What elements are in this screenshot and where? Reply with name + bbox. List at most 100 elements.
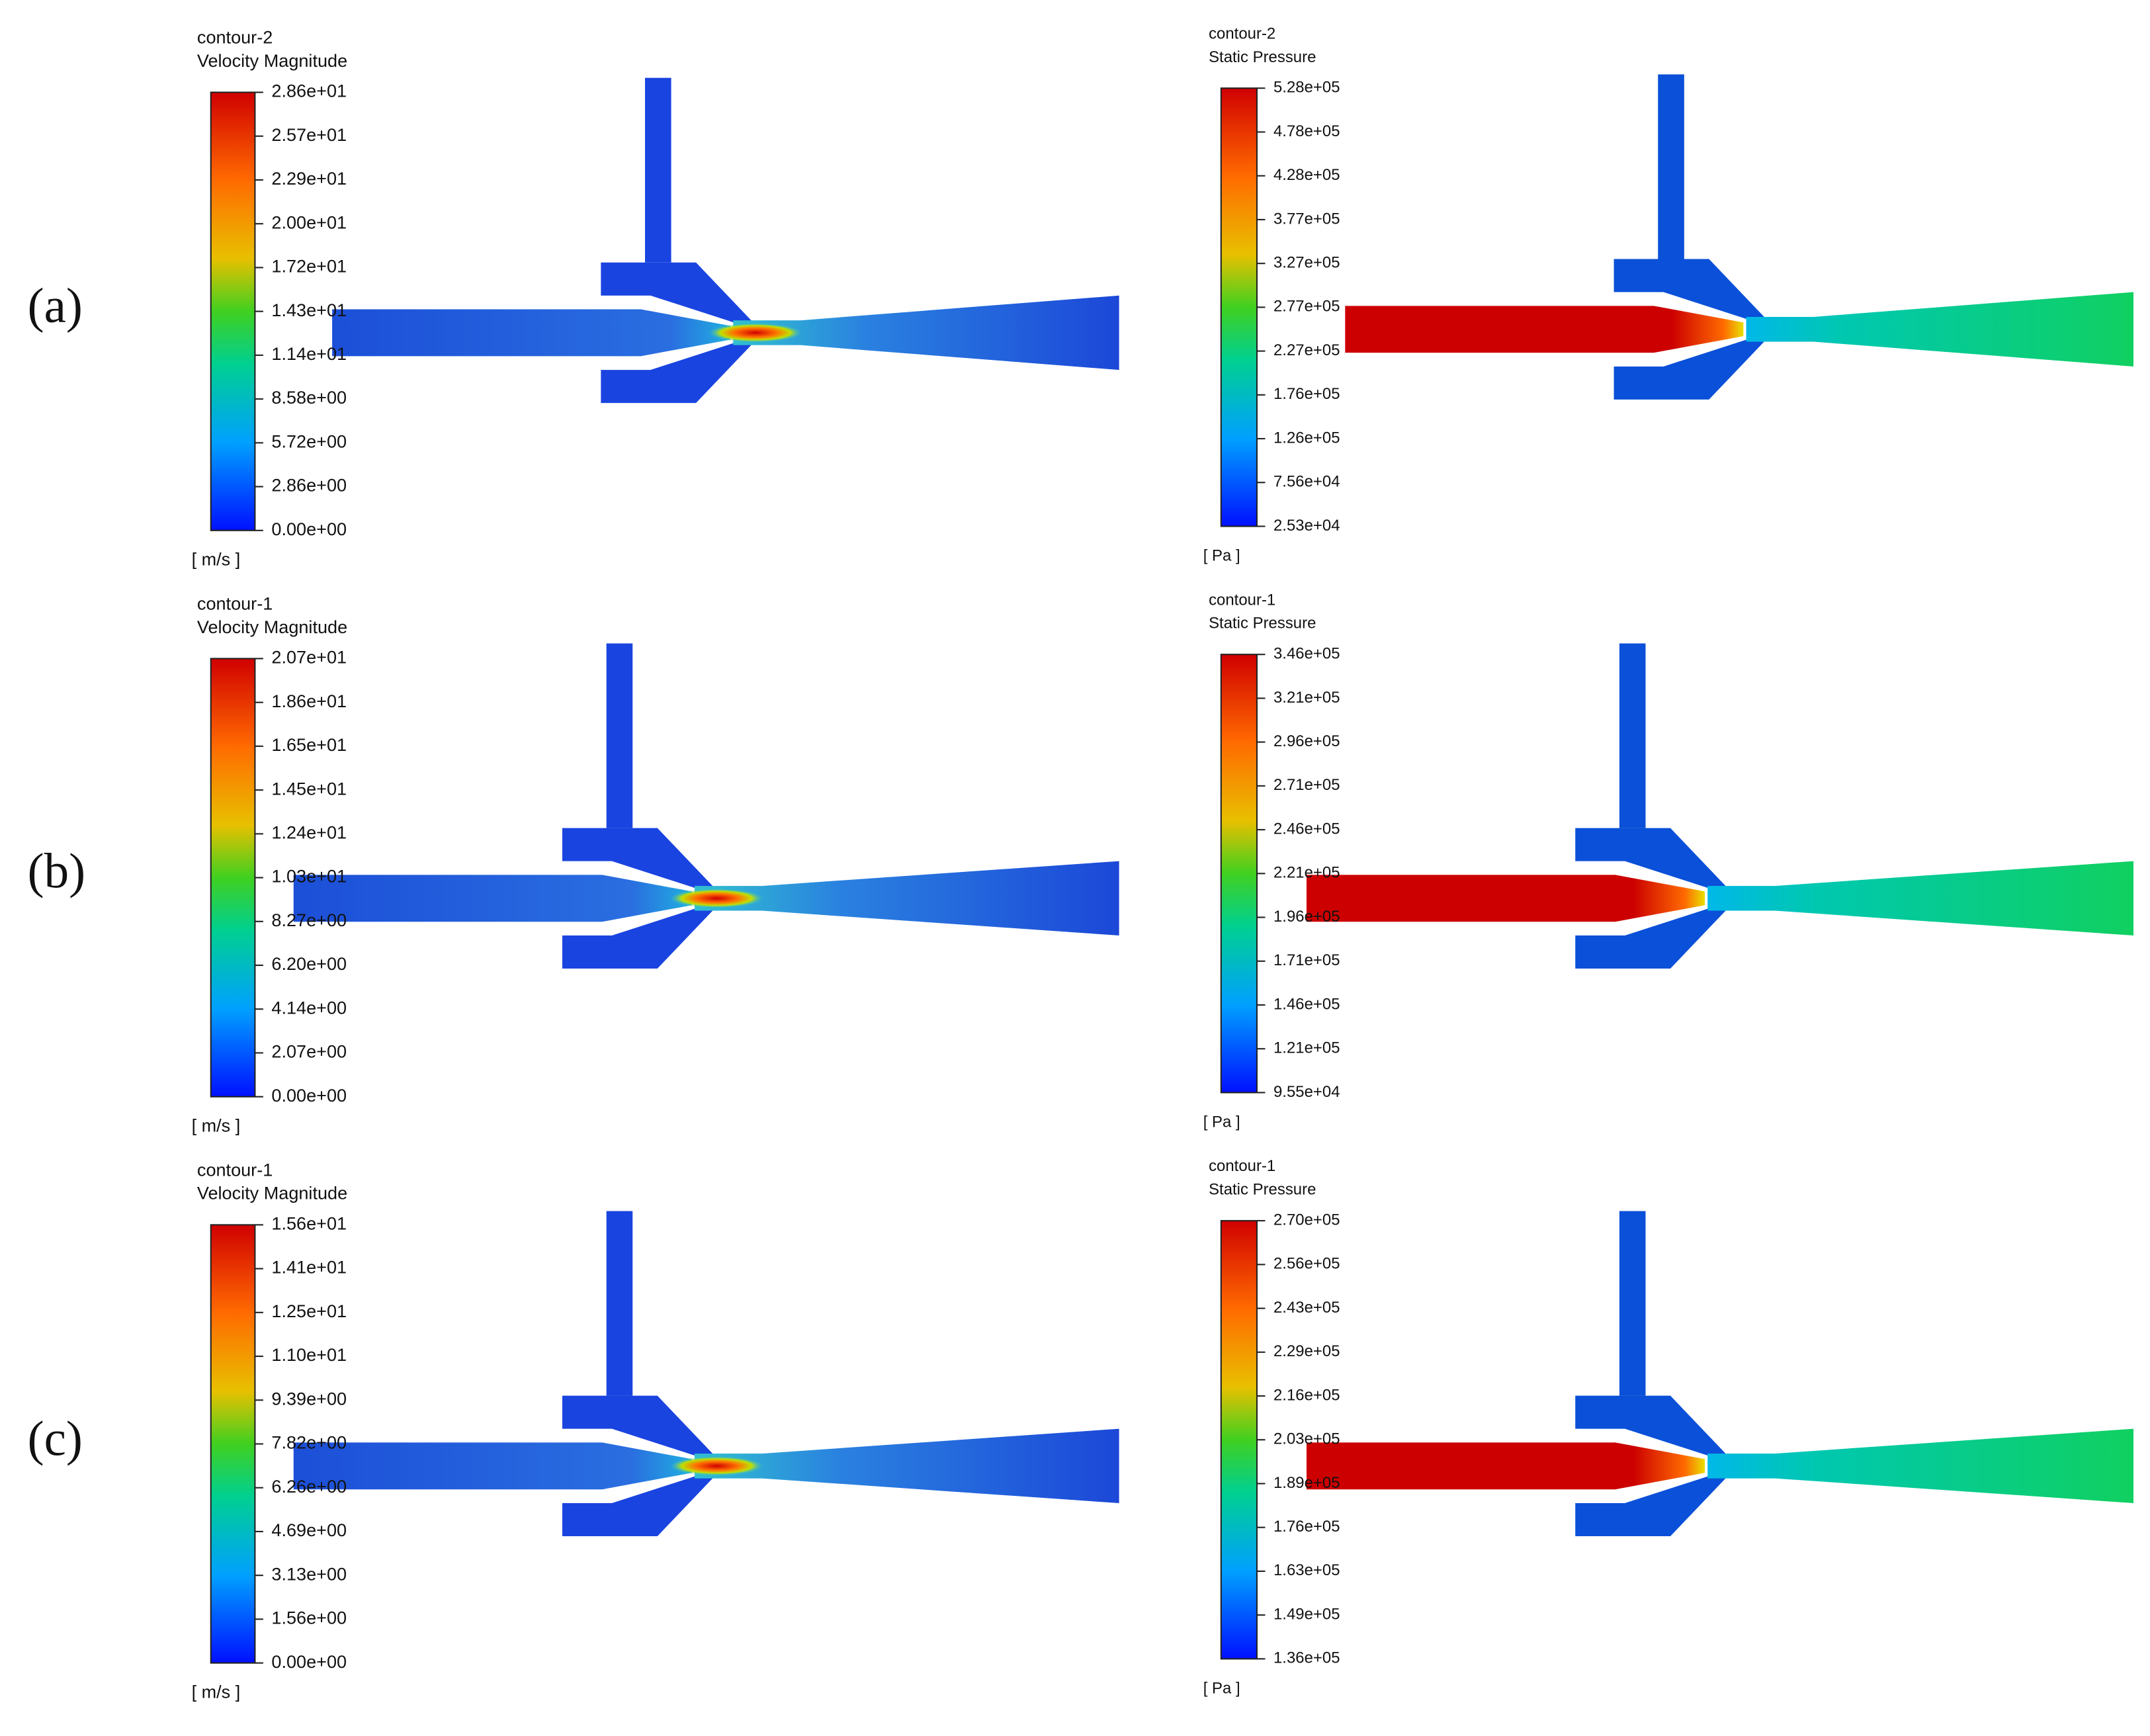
mixing-diffuser — [1707, 1428, 2133, 1504]
contour-name: contour-1 — [197, 593, 273, 613]
tick-label: 2.21e+05 — [1273, 864, 1340, 882]
upper-chamber — [601, 262, 753, 326]
tick-label: 8.58e+00 — [271, 387, 347, 408]
mixing-diffuser — [695, 861, 1119, 936]
mixing-diffuser — [733, 295, 1119, 370]
tick-label: 1.63e+05 — [1273, 1561, 1340, 1579]
color-bar — [210, 91, 256, 531]
unit: [ Pa ] — [1203, 1113, 1240, 1131]
suction-tube — [1619, 1211, 1646, 1396]
unit: [ m/s ] — [192, 1682, 241, 1702]
tick-label: 7.56e+04 — [1273, 473, 1340, 491]
tick-label: 9.39e+00 — [271, 1388, 347, 1409]
primary-nozzle — [1345, 306, 1744, 353]
velocity-legend: contour-1 Velocity Magnitude 2.07e+01 1.86e… — [192, 593, 348, 1135]
pressure-legend: contour-2 Static Pressure 5.28e+05 4.78e+05… — [1203, 24, 1340, 564]
panels: (a) contour-2 Velocity Magnitude 2.86e+01 2.… — [28, 24, 2133, 1702]
tick-label: 2.29e+01 — [271, 168, 347, 189]
tick-label: 1.76e+05 — [1273, 1518, 1340, 1536]
tick-label: 0.00e+00 — [271, 1651, 347, 1672]
mixing-diffuser — [1746, 292, 2133, 367]
tick-label: 1.65e+01 — [271, 734, 347, 755]
color-bar — [1220, 87, 1258, 527]
tick-label: 4.69e+00 — [271, 1520, 347, 1540]
tick-label: 7.82e+00 — [271, 1432, 347, 1453]
tick-label: 0.00e+00 — [271, 1085, 347, 1106]
tick-label: 0.00e+00 — [271, 519, 347, 539]
primary-nozzle — [332, 309, 731, 357]
tick-label: 9.55e+04 — [1273, 1083, 1340, 1101]
color-bar — [1220, 654, 1258, 1094]
unit: [ m/s ] — [192, 1115, 241, 1136]
tick-label: 2.57e+01 — [271, 124, 347, 145]
tick-label: 4.28e+05 — [1273, 166, 1340, 184]
tick-label: 1.41e+01 — [271, 1257, 347, 1278]
tick-label: 2.53e+04 — [1273, 517, 1340, 535]
lower-chamber — [1613, 336, 1766, 400]
ejector-pressure — [1307, 1211, 2133, 1537]
upper-chamber — [1575, 1395, 1727, 1459]
tick-label: 1.96e+05 — [1273, 908, 1340, 926]
tick-label: 2.16e+05 — [1273, 1386, 1340, 1404]
unit: [ Pa ] — [1203, 1680, 1240, 1698]
tick-label: 2.00e+01 — [271, 212, 347, 232]
contour-name: contour-2 — [1209, 24, 1275, 42]
tick-label: 3.46e+05 — [1273, 645, 1340, 663]
quantity: Static Pressure — [1209, 615, 1316, 632]
contour-name: contour-1 — [1209, 591, 1275, 609]
tick-label: 5.72e+00 — [271, 431, 347, 451]
tick-label: 1.56e+00 — [271, 1608, 347, 1628]
tick-label: 6.20e+00 — [271, 953, 347, 974]
velocity-legend: contour-2 Velocity Magnitude 2.86e+01 2.57e… — [192, 26, 348, 569]
tick-label: 1.45e+01 — [271, 778, 347, 799]
tick-label: 1.46e+05 — [1273, 995, 1340, 1013]
quantity: Velocity Magnitude — [197, 1183, 347, 1203]
lower-chamber — [1575, 905, 1727, 969]
unit: [ Pa ] — [1203, 547, 1240, 565]
mixing-diffuser — [1707, 861, 2133, 936]
panel-label: (a) — [28, 279, 83, 333]
color-bar — [210, 658, 256, 1098]
tick-label: 2.46e+05 — [1273, 820, 1340, 838]
velocity-legend: contour-1 Velocity Magnitude 1.56e+01 1.41e… — [192, 1159, 348, 1702]
tick-label: 1.24e+01 — [271, 822, 347, 843]
suction-tube — [1658, 74, 1684, 259]
suction-tube — [606, 1211, 633, 1396]
tick-label: 1.03e+01 — [271, 866, 347, 887]
tick-label: 1.49e+05 — [1273, 1605, 1340, 1623]
ejector-velocity — [332, 77, 1119, 404]
tick-label: 2.07e+00 — [271, 1041, 347, 1062]
mixing-diffuser — [695, 1428, 1119, 1504]
lower-chamber — [562, 1473, 714, 1537]
tick-label: 1.21e+05 — [1273, 1039, 1340, 1057]
primary-nozzle — [293, 1442, 692, 1490]
tick-label: 3.27e+05 — [1273, 254, 1340, 272]
tick-label: 1.56e+01 — [271, 1213, 347, 1234]
primary-nozzle — [1307, 875, 1705, 922]
tick-label: 2.70e+05 — [1273, 1211, 1340, 1229]
quantity: Velocity Magnitude — [197, 50, 347, 71]
tick-label: 1.71e+05 — [1273, 951, 1340, 969]
tick-label: 1.89e+05 — [1273, 1474, 1340, 1492]
tick-label: 1.43e+01 — [271, 300, 347, 320]
upper-chamber — [562, 828, 714, 892]
suction-tube — [606, 643, 633, 828]
contour-name: contour-1 — [1209, 1157, 1275, 1175]
pressure-legend: contour-1 Static Pressure 2.70e+05 2.56e+05… — [1203, 1157, 1340, 1697]
tick-label: 2.71e+05 — [1273, 776, 1340, 794]
quantity: Static Pressure — [1209, 1181, 1316, 1199]
lower-chamber — [1575, 1473, 1727, 1537]
upper-chamber — [1613, 259, 1766, 323]
tick-label: 2.07e+01 — [271, 647, 347, 668]
tick-label: 5.28e+05 — [1273, 79, 1340, 97]
tick-label: 2.86e+00 — [271, 475, 347, 496]
tick-label: 8.27e+00 — [271, 910, 347, 930]
ejector-pressure — [1345, 74, 2133, 400]
tick-label: 1.36e+05 — [1273, 1649, 1340, 1667]
color-bar — [210, 1224, 256, 1664]
color-bar — [1220, 1220, 1258, 1660]
tick-label: 1.76e+05 — [1273, 385, 1340, 403]
tick-label: 6.26e+00 — [271, 1476, 347, 1497]
quantity: Static Pressure — [1209, 48, 1316, 66]
